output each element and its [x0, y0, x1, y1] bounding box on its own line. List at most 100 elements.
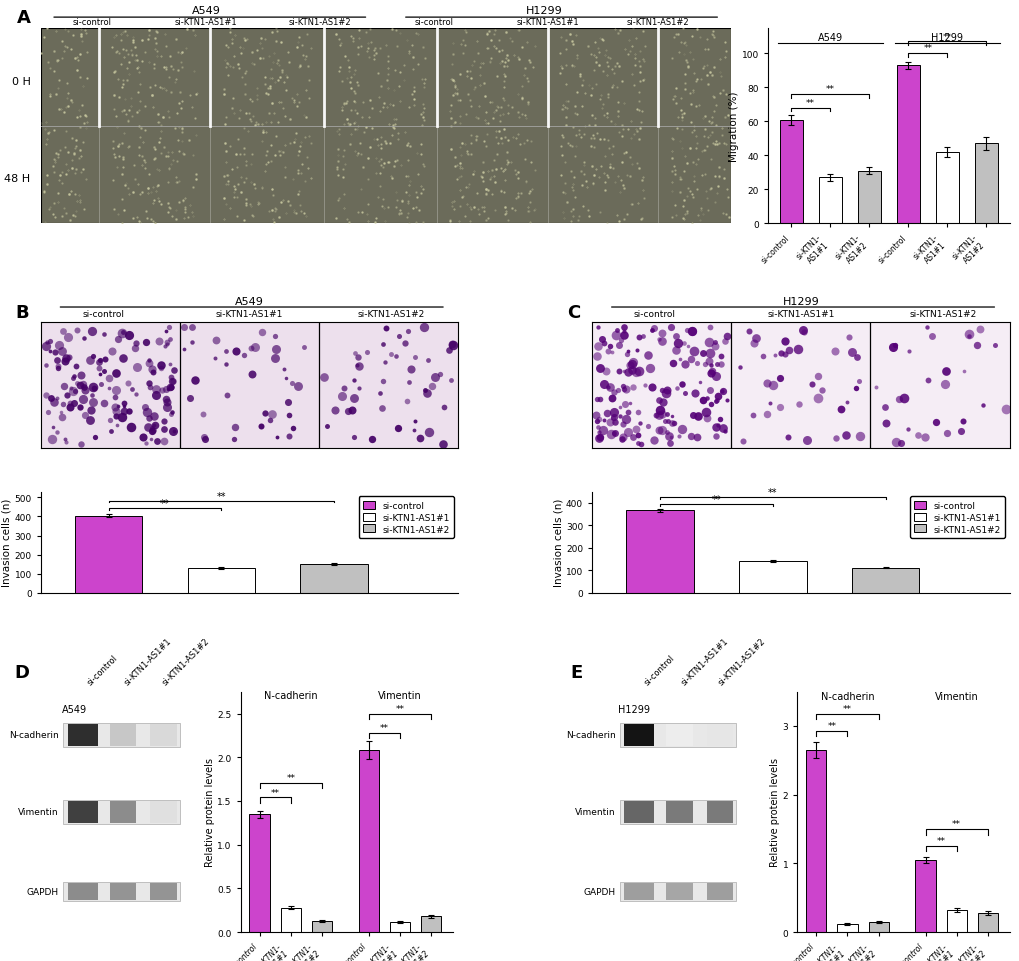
Text: **: **: [160, 499, 169, 508]
Text: si-KTN1-AS1#2: si-KTN1-AS1#2: [288, 18, 352, 27]
Bar: [67, 883, 98, 899]
Text: H1299: H1299: [782, 297, 818, 308]
Text: GAPDH: GAPDH: [26, 887, 59, 896]
Bar: [109, 801, 137, 823]
Bar: [779, 120, 802, 224]
Text: **: **: [380, 723, 388, 732]
Bar: [150, 725, 176, 746]
Bar: [665, 725, 692, 746]
Text: si-KTN1-AS1#2: si-KTN1-AS1#2: [909, 309, 975, 318]
Text: si-KTN1-AS1#1: si-KTN1-AS1#1: [216, 309, 283, 318]
Bar: [665, 801, 692, 823]
Bar: [946, 910, 966, 932]
Text: si-KTN1-AS1#2: si-KTN1-AS1#2: [160, 636, 211, 687]
Bar: [977, 913, 998, 932]
Bar: [280, 908, 301, 932]
Y-axis label: Invasion cells (n): Invasion cells (n): [552, 499, 562, 587]
Text: **: **: [935, 836, 945, 845]
Text: si-control: si-control: [414, 18, 453, 27]
Bar: [706, 801, 733, 823]
Legend: si-control, si-KTN1-AS1#1, si-KTN1-AS1#2: si-control, si-KTN1-AS1#1, si-KTN1-AS1#2: [909, 497, 1005, 538]
Text: 0 H: 0 H: [11, 77, 31, 86]
Text: si-KTN1-AS1#1: si-KTN1-AS1#1: [175, 18, 237, 27]
Bar: [312, 921, 332, 932]
Text: N-cadherin: N-cadherin: [820, 691, 873, 701]
Text: si-KTN1-AS1#2: si-KTN1-AS1#2: [626, 18, 689, 27]
Bar: [914, 860, 934, 932]
Bar: [620, 800, 736, 824]
Text: si-control: si-control: [642, 653, 676, 687]
Bar: [867, 922, 888, 932]
Bar: [624, 801, 653, 823]
Text: Vimentin: Vimentin: [574, 807, 614, 817]
Text: H1299: H1299: [618, 703, 650, 714]
Text: **: **: [270, 788, 279, 797]
Bar: [620, 882, 736, 901]
Bar: [109, 725, 137, 746]
Text: si-KTN1-AS1#1: si-KTN1-AS1#1: [516, 18, 579, 27]
Bar: [74, 516, 143, 593]
Bar: [67, 725, 98, 746]
Text: A: A: [16, 10, 31, 27]
Bar: [974, 144, 998, 224]
Bar: [738, 562, 806, 593]
Text: **: **: [922, 44, 931, 54]
Text: **: **: [767, 487, 776, 498]
Y-axis label: Invasion cells (n): Invasion cells (n): [2, 499, 12, 587]
Text: N-cadherin: N-cadherin: [566, 730, 614, 740]
Text: si-KTN1-AS1#2: si-KTN1-AS1#2: [358, 309, 425, 318]
Text: **: **: [216, 491, 226, 501]
Text: Vimentin: Vimentin: [18, 807, 59, 817]
Bar: [63, 882, 179, 901]
Text: **: **: [942, 33, 951, 41]
Text: Vimentin: Vimentin: [934, 691, 977, 701]
Text: **: **: [826, 722, 836, 730]
Text: **: **: [842, 704, 851, 713]
Text: B: B: [15, 304, 30, 322]
Text: si-control: si-control: [83, 309, 124, 318]
Bar: [63, 800, 179, 824]
Bar: [620, 724, 736, 748]
Bar: [706, 883, 733, 899]
Bar: [389, 922, 410, 932]
Text: A549: A549: [62, 703, 87, 714]
Text: **: **: [286, 773, 296, 782]
Bar: [109, 883, 137, 899]
Bar: [63, 724, 179, 748]
Text: N-cadherin: N-cadherin: [9, 730, 59, 740]
Text: si-KTN1-AS1#2: si-KTN1-AS1#2: [716, 636, 767, 687]
Y-axis label: Relative protein levels: Relative protein levels: [205, 757, 214, 867]
Bar: [706, 725, 733, 746]
Text: si-KTN1-AS1#1: si-KTN1-AS1#1: [679, 636, 730, 687]
Text: GAPDH: GAPDH: [583, 887, 614, 896]
Bar: [857, 171, 880, 224]
Bar: [805, 751, 825, 932]
Text: **: **: [952, 820, 960, 828]
Bar: [851, 568, 918, 593]
Text: si-KTN1-AS1#1: si-KTN1-AS1#1: [123, 636, 173, 687]
Y-axis label: Relative protein levels: Relative protein levels: [769, 757, 780, 867]
Bar: [817, 178, 841, 224]
Bar: [359, 751, 379, 932]
Bar: [934, 153, 958, 224]
Text: **: **: [825, 86, 834, 94]
Text: si-control: si-control: [86, 653, 119, 687]
Text: Vimentin: Vimentin: [378, 690, 422, 700]
Text: **: **: [395, 703, 405, 713]
Text: **: **: [805, 99, 814, 108]
Text: D: D: [14, 663, 29, 681]
Y-axis label: Migration (%): Migration (%): [728, 91, 738, 161]
Text: H1299: H1299: [930, 33, 962, 42]
Text: C: C: [567, 304, 580, 322]
Text: **: **: [711, 494, 720, 505]
Text: H1299: H1299: [526, 6, 562, 16]
Text: si-KTN1-AS1#1: si-KTN1-AS1#1: [766, 309, 834, 318]
Text: 48 H: 48 H: [4, 174, 31, 185]
Bar: [250, 814, 269, 932]
Text: si-control: si-control: [633, 309, 676, 318]
Bar: [624, 725, 653, 746]
Bar: [896, 66, 919, 224]
Bar: [421, 917, 441, 932]
Bar: [626, 510, 693, 593]
Bar: [187, 568, 255, 593]
